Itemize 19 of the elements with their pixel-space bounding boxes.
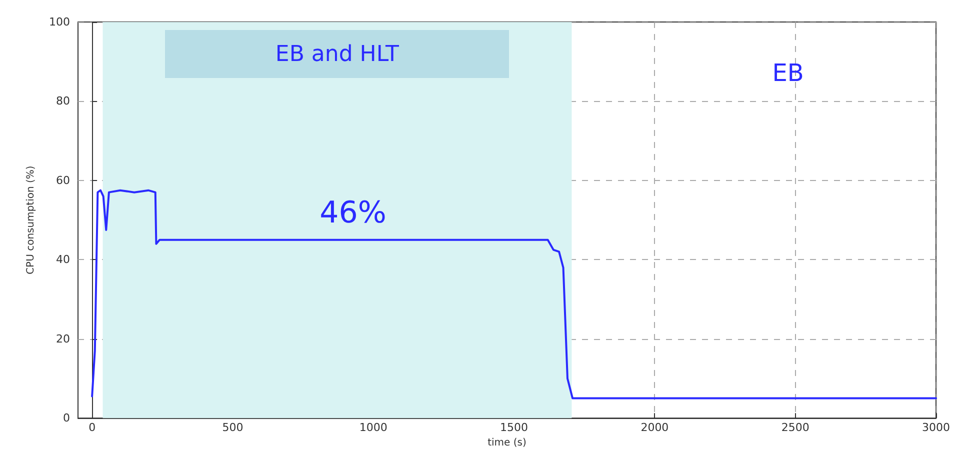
x-tick-label: 1500	[500, 421, 528, 434]
x-tick-label: 2500	[781, 421, 810, 434]
x-tick-label: 0	[88, 421, 96, 434]
x-tick-label: 1000	[359, 421, 388, 434]
y-tick-label: 100	[49, 16, 70, 28]
x-tick-label: 3000	[922, 421, 950, 434]
annotation: 46%	[320, 196, 386, 230]
y-tick-label: 0	[63, 412, 70, 425]
annotation: EB	[772, 59, 804, 87]
y-axis-title: CPU consumption (%)	[26, 166, 36, 274]
x-axis-title: time (s)	[488, 438, 526, 448]
label-panel: EB and HLT	[165, 30, 510, 78]
line-series	[91, 189, 938, 400]
x-tick-label: 2000	[640, 421, 669, 434]
y-tick-label: 60	[56, 174, 70, 187]
y-tick-label: 80	[56, 94, 70, 108]
y-tick-label: 20	[56, 332, 70, 346]
y-tick-label: 40	[56, 253, 70, 266]
x-tick-label: 500	[222, 421, 244, 434]
